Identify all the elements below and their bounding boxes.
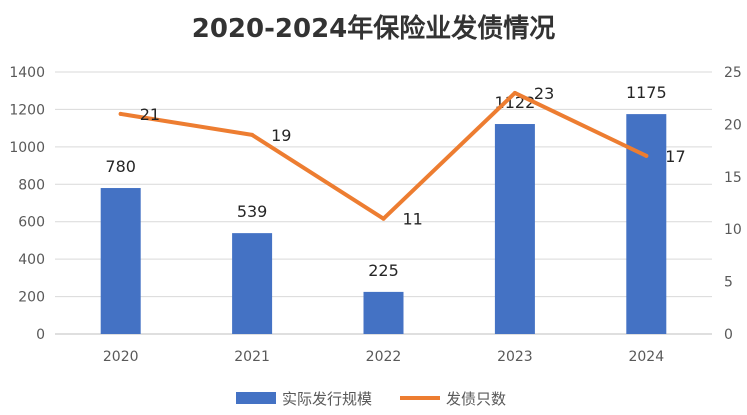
y-right-tick-label: 0 [724,327,733,343]
y-right-tick-label: 15 [724,170,742,186]
line-value-label: 19 [271,126,291,145]
x-tick-label: 2023 [497,349,533,365]
bar [494,124,535,334]
x-tick-label: 2022 [366,349,402,365]
bar-value-label: 780 [105,157,136,176]
line-value-label: 17 [665,147,685,166]
y-left-tick-label: 1000 [9,140,45,156]
bar-value-label: 539 [237,202,268,221]
x-tick-label: 2021 [234,349,270,365]
series-line [118,90,649,221]
line-point [644,153,649,158]
line-point [381,216,386,221]
y-right-tick-label: 25 [724,65,742,81]
x-tick-label: 2024 [628,349,664,365]
legend-swatch-bar [236,392,276,404]
line-point [118,111,123,116]
legend-label-line: 发债只数 [446,390,506,408]
line-point [250,132,255,137]
legend-label-bar: 实际发行规模 [282,390,372,408]
bar [232,233,273,334]
y-right-tick-label: 5 [724,275,733,291]
y-left-tick-label: 600 [18,215,45,231]
y-left-tick-label: 1200 [9,102,45,118]
y-right-tick-label: 20 [724,117,742,133]
chart-title: 2020-2024年保险业发债情况 [191,14,556,44]
bar [100,188,141,334]
y-left-tick-label: 200 [18,290,45,306]
line-point [512,90,517,95]
y-left-tick-label: 400 [18,252,45,268]
line-value-label: 21 [140,105,160,124]
x-tick-label: 2020 [103,349,139,365]
bar-value-label: 1175 [626,83,667,102]
y-left-tick-label: 0 [36,327,45,343]
bar [363,291,404,334]
bar-value-label: 225 [368,261,399,280]
y-left-tick-label: 800 [18,177,45,193]
line-value-label: 23 [534,84,554,103]
line-value-label: 11 [403,210,423,229]
y-right-tick-label: 10 [724,222,742,238]
y-left-tick-label: 1400 [9,65,45,81]
